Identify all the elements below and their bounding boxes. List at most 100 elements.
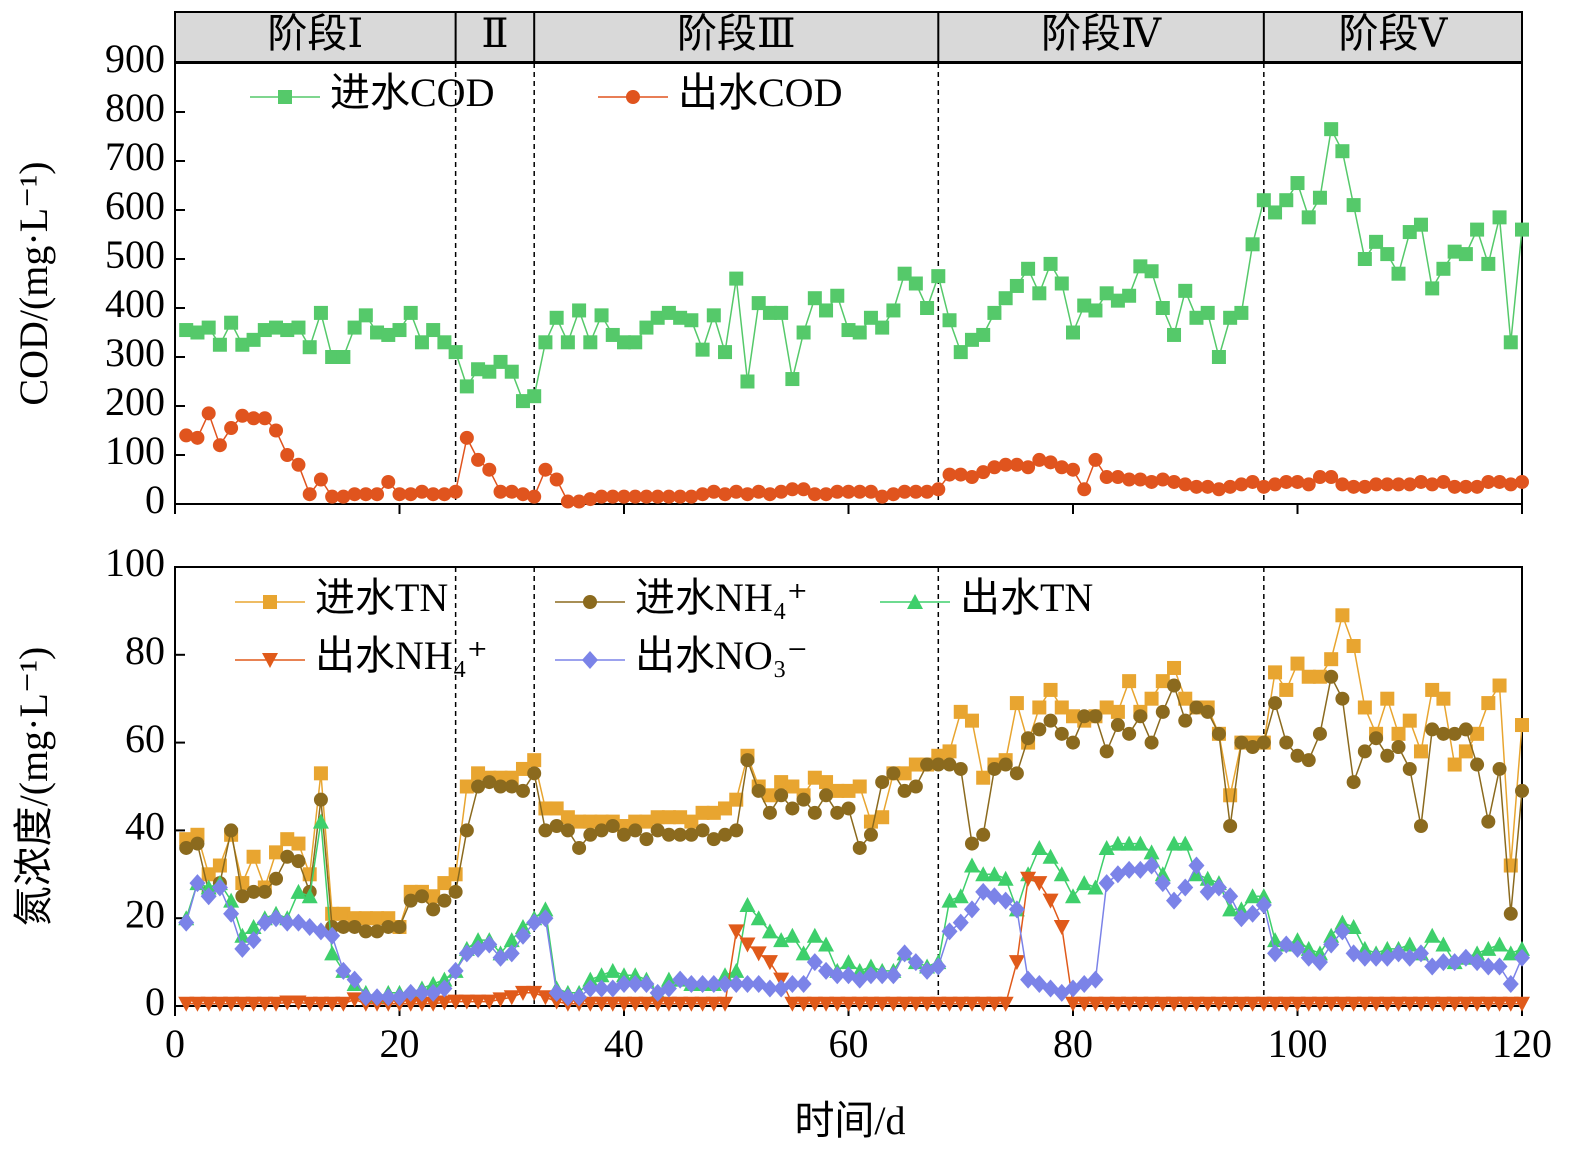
marker bbox=[1234, 735, 1249, 750]
marker bbox=[572, 840, 587, 855]
marker bbox=[660, 996, 677, 1012]
marker bbox=[1470, 479, 1485, 494]
marker bbox=[1223, 479, 1238, 494]
marker bbox=[403, 893, 418, 908]
marker bbox=[885, 966, 902, 985]
marker bbox=[1066, 709, 1080, 724]
marker bbox=[1480, 957, 1497, 976]
marker bbox=[1009, 696, 1024, 711]
marker bbox=[1268, 696, 1283, 711]
marker bbox=[436, 995, 453, 1011]
marker bbox=[1447, 479, 1462, 494]
marker bbox=[1492, 474, 1507, 489]
marker bbox=[628, 335, 643, 350]
marker bbox=[257, 323, 272, 338]
phase-label: Ⅱ bbox=[481, 11, 508, 56]
marker bbox=[1368, 996, 1385, 1012]
marker bbox=[998, 291, 1013, 306]
marker bbox=[1234, 305, 1249, 320]
marker bbox=[212, 438, 227, 453]
marker bbox=[952, 913, 969, 932]
marker bbox=[425, 976, 442, 992]
marker bbox=[269, 320, 284, 335]
marker bbox=[190, 836, 205, 851]
marker bbox=[1425, 281, 1440, 296]
y-tick-label: 80 bbox=[125, 628, 165, 673]
marker bbox=[1200, 479, 1215, 494]
marker bbox=[627, 975, 644, 994]
marker bbox=[919, 996, 936, 1012]
marker bbox=[1132, 996, 1149, 1012]
marker bbox=[774, 484, 789, 499]
marker bbox=[907, 594, 923, 609]
marker bbox=[650, 310, 665, 325]
legend-label: 进水NH₄⁺ bbox=[635, 575, 808, 620]
marker bbox=[324, 996, 341, 1012]
marker bbox=[1144, 691, 1159, 706]
marker bbox=[526, 985, 543, 1001]
marker bbox=[1346, 775, 1361, 790]
marker bbox=[1301, 669, 1316, 684]
marker bbox=[459, 779, 474, 794]
marker bbox=[224, 421, 239, 436]
marker bbox=[750, 910, 767, 926]
marker bbox=[1356, 940, 1373, 956]
marker bbox=[369, 988, 386, 1007]
marker bbox=[370, 325, 385, 340]
marker bbox=[908, 757, 923, 772]
marker bbox=[852, 779, 867, 794]
marker bbox=[1492, 210, 1507, 225]
marker bbox=[514, 926, 531, 945]
marker bbox=[1256, 479, 1271, 494]
marker bbox=[538, 462, 553, 477]
marker bbox=[1188, 856, 1205, 875]
marker bbox=[987, 761, 1002, 776]
marker bbox=[234, 927, 251, 943]
marker bbox=[1290, 176, 1305, 191]
marker bbox=[785, 372, 800, 387]
marker bbox=[414, 335, 429, 350]
marker bbox=[761, 955, 778, 971]
marker bbox=[1435, 996, 1452, 1012]
marker bbox=[302, 487, 317, 502]
marker bbox=[572, 303, 587, 318]
marker bbox=[718, 801, 733, 816]
marker bbox=[851, 996, 868, 1012]
marker bbox=[1255, 888, 1272, 904]
marker bbox=[1446, 996, 1463, 1012]
marker bbox=[875, 320, 890, 335]
marker bbox=[1491, 957, 1508, 976]
marker bbox=[1357, 700, 1372, 715]
marker bbox=[1121, 835, 1138, 851]
marker bbox=[504, 364, 519, 379]
marker bbox=[1200, 305, 1215, 320]
marker bbox=[604, 962, 621, 978]
marker bbox=[694, 996, 711, 1012]
marker bbox=[211, 996, 228, 1012]
marker bbox=[897, 266, 912, 281]
marker bbox=[729, 823, 744, 838]
marker bbox=[728, 975, 745, 994]
marker bbox=[1515, 783, 1529, 798]
marker bbox=[1369, 234, 1384, 249]
marker bbox=[728, 924, 745, 940]
marker bbox=[178, 996, 195, 1012]
marker bbox=[1481, 814, 1496, 829]
marker bbox=[1481, 696, 1496, 711]
marker bbox=[583, 595, 597, 609]
marker bbox=[1166, 835, 1183, 851]
marker bbox=[684, 313, 699, 328]
marker bbox=[1391, 726, 1406, 741]
y-tick-label: 100 bbox=[105, 540, 165, 585]
marker bbox=[1043, 713, 1058, 728]
marker bbox=[863, 484, 878, 499]
x-tick-label: 40 bbox=[604, 1021, 644, 1066]
marker bbox=[1503, 335, 1518, 350]
marker bbox=[684, 489, 699, 504]
marker bbox=[482, 364, 497, 379]
marker bbox=[762, 788, 777, 803]
marker bbox=[1514, 940, 1530, 956]
marker bbox=[381, 474, 396, 489]
marker bbox=[1042, 848, 1059, 864]
marker bbox=[211, 878, 228, 897]
